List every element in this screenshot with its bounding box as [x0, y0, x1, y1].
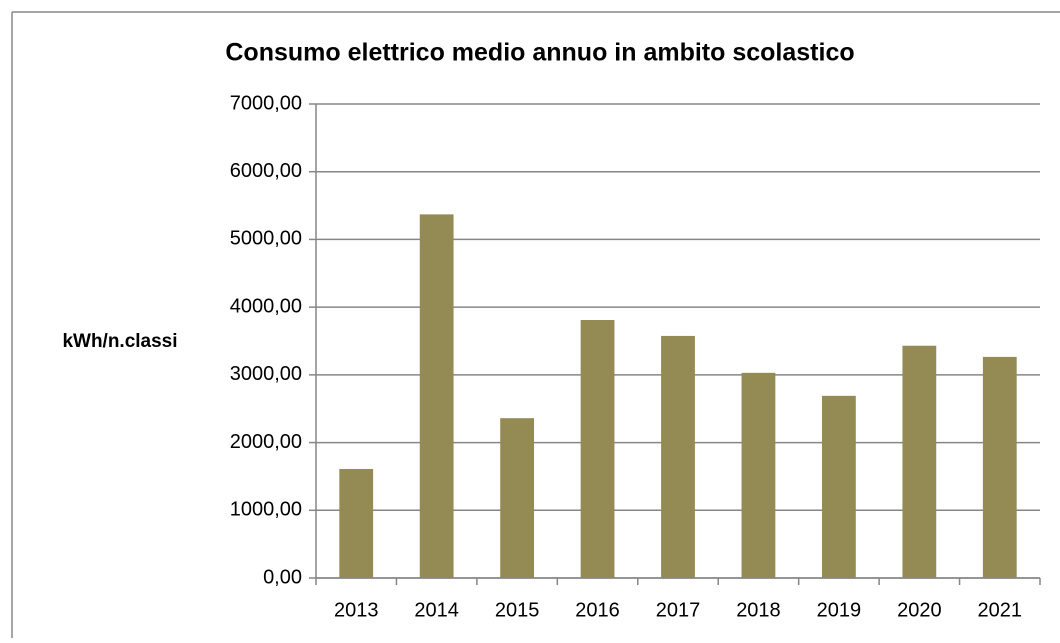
- bar: [580, 320, 615, 578]
- y-tick-label: 0,00: [263, 566, 302, 588]
- y-tick-label: 7000,00: [230, 92, 302, 114]
- x-tick-label: 2018: [736, 599, 781, 621]
- bar: [982, 356, 1017, 578]
- bar: [661, 335, 695, 578]
- x-tick-label: 2014: [414, 599, 459, 621]
- x-tick-label: 2017: [656, 599, 701, 621]
- x-tick-label: 2016: [575, 599, 620, 621]
- bar: [821, 395, 856, 578]
- x-tick-label: 2021: [978, 599, 1023, 621]
- x-tick-label: 2019: [817, 599, 862, 621]
- bar: [902, 345, 937, 578]
- x-tick-label: 2013: [334, 599, 379, 621]
- x-tick-label: 2015: [495, 599, 540, 621]
- bar: [500, 418, 535, 578]
- y-axis-label: kWh/n.classi: [62, 331, 177, 352]
- bar: [741, 372, 776, 578]
- y-tick-label: 3000,00: [230, 363, 302, 385]
- bar: [419, 214, 454, 579]
- y-tick-label: 4000,00: [230, 295, 302, 317]
- bar: [339, 468, 374, 578]
- y-tick-label: 1000,00: [230, 499, 302, 521]
- y-tick-label: 5000,00: [230, 228, 302, 250]
- chart-title: Consumo elettrico medio annuo in ambito …: [225, 39, 854, 67]
- y-tick-label: 2000,00: [230, 431, 302, 453]
- x-tick-label: 2020: [897, 599, 942, 621]
- y-tick-label: 6000,00: [230, 160, 302, 182]
